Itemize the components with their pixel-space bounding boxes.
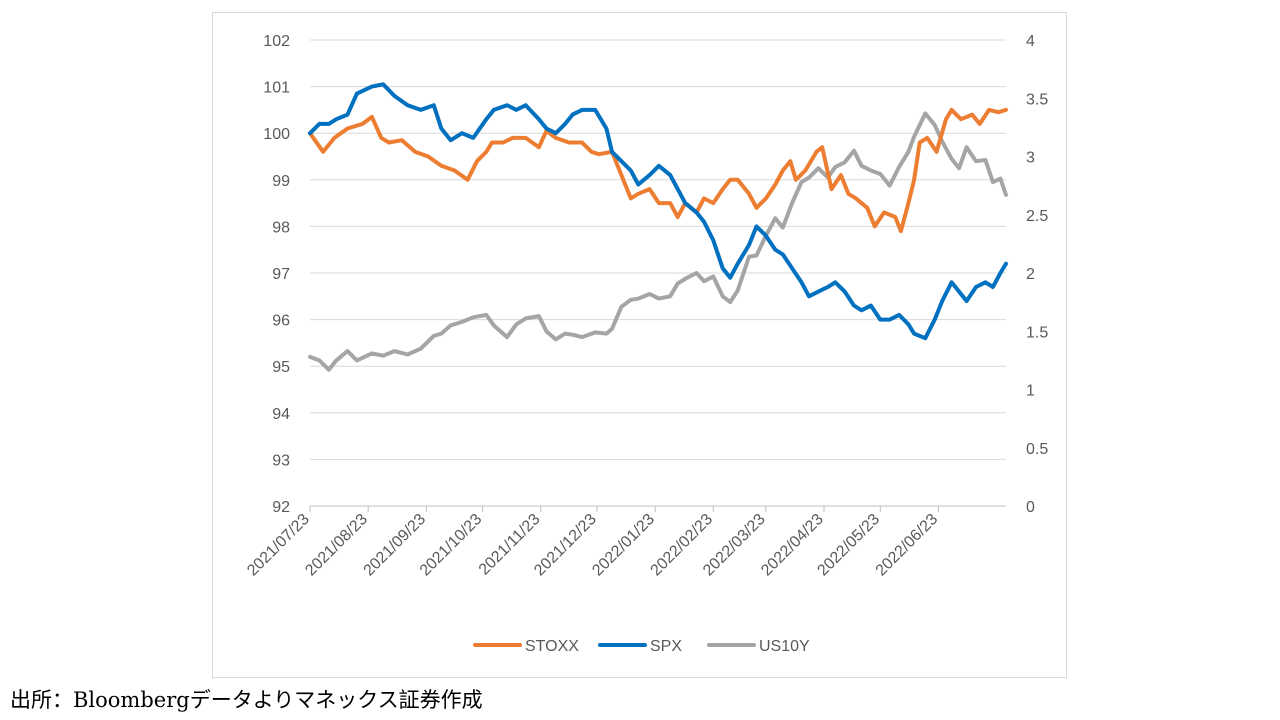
- legend-label-stoxx: STOXX: [525, 638, 579, 655]
- series-line-stoxx: [308, 107, 1008, 234]
- y-left-tick-label: 99: [272, 173, 290, 190]
- y-right-tick-label: 4: [1026, 33, 1035, 50]
- x-tick-label: 2021/07/23: [244, 511, 313, 580]
- y-left-tick-label: 102: [263, 33, 290, 50]
- y-right-tick-label: 1: [1026, 383, 1035, 400]
- y-left-tick-label: 93: [272, 452, 290, 469]
- y-left-tick-label: 96: [272, 313, 290, 330]
- legend-label-spx: SPX: [650, 638, 682, 655]
- y-right-tick-label: 0: [1026, 499, 1035, 516]
- chart-area: 92 93 94 95 96 97 98 99 100 101 102 0 0.5 1 1.5 2 2.5 3 3.…: [212, 12, 1067, 678]
- y-right-tick-label: 3: [1026, 150, 1035, 167]
- x-tick-label: 2021/08/23: [302, 511, 371, 580]
- y-right-tick-label: 1.5: [1026, 324, 1048, 341]
- legend-label-us10y: US10Y: [759, 638, 810, 655]
- line-chart: 92 93 94 95 96 97 98 99 100 101 102 0 0.5 1 1.5 2 2.5 3 3.…: [244, 33, 1048, 655]
- y-right-tick-label: 3.5: [1026, 91, 1048, 108]
- y-left-tick-label: 92: [272, 499, 290, 516]
- y-right-tick-label: 0.5: [1026, 441, 1048, 458]
- y-left-tick-label: 97: [272, 266, 290, 283]
- y-left-tick-label: 98: [272, 219, 290, 236]
- y-right-tick-label: 2.5: [1026, 208, 1048, 225]
- series-line-spx: [308, 82, 1008, 341]
- series-line-us10y: [308, 111, 1008, 372]
- y-left-tick-label: 94: [272, 406, 290, 423]
- x-tick-label: 2022/01/23: [589, 511, 658, 580]
- x-tick-label: 2022/06/23: [873, 511, 942, 580]
- y-left-tick-label: 101: [263, 80, 290, 97]
- source-note: 出所：Bloombergデータよりマネックス証券作成: [10, 688, 483, 712]
- y-left-tick-label: 95: [272, 359, 290, 376]
- y-left-tick-label: 100: [263, 126, 290, 143]
- y-right-tick-label: 2: [1026, 266, 1035, 283]
